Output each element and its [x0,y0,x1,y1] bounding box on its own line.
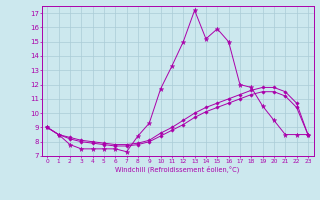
X-axis label: Windchill (Refroidissement éolien,°C): Windchill (Refroidissement éolien,°C) [116,165,240,173]
